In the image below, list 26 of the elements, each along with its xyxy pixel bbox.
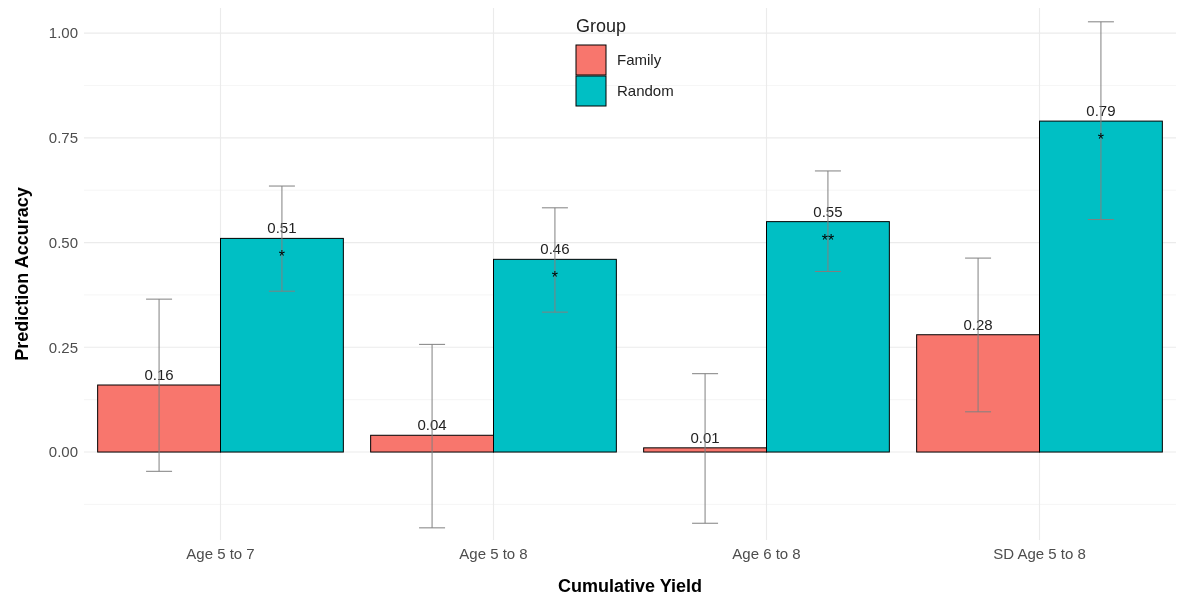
annotation: * bbox=[278, 248, 286, 266]
y-tick-label: 0.75 bbox=[48, 129, 78, 147]
y-tick-label: 0.00 bbox=[48, 443, 78, 461]
data-label: 0.79 bbox=[1086, 102, 1116, 120]
y-tick-label: 0.50 bbox=[48, 233, 78, 251]
data-label: 0.28 bbox=[963, 315, 993, 333]
annotation: * bbox=[551, 269, 559, 287]
y-tick-label: 0.25 bbox=[48, 338, 78, 356]
x-tick-label: Age 5 to 8 bbox=[459, 544, 528, 562]
data-label: 0.46 bbox=[540, 240, 570, 258]
data-label: 0.51 bbox=[267, 219, 297, 237]
data-label: 0.16 bbox=[144, 366, 174, 384]
data-label: 0.04 bbox=[417, 416, 447, 434]
x-tick-label: Age 5 to 7 bbox=[186, 544, 255, 562]
y-tick-label: 1.00 bbox=[48, 24, 78, 42]
y-axis-title: Prediction Accuracy bbox=[12, 187, 32, 361]
legend-label: Family bbox=[617, 51, 662, 68]
x-tick-label: SD Age 5 to 8 bbox=[993, 544, 1086, 562]
legend-label: Random bbox=[617, 82, 674, 99]
x-axis-title: Cumulative Yield bbox=[557, 576, 703, 596]
legend-title: Group bbox=[576, 16, 627, 36]
data-label: 0.55 bbox=[813, 202, 843, 220]
annotation: * bbox=[1097, 131, 1105, 149]
annotation: ** bbox=[821, 231, 835, 249]
data-label: 0.01 bbox=[690, 428, 720, 446]
x-tick-label: Age 6 to 8 bbox=[732, 544, 801, 562]
